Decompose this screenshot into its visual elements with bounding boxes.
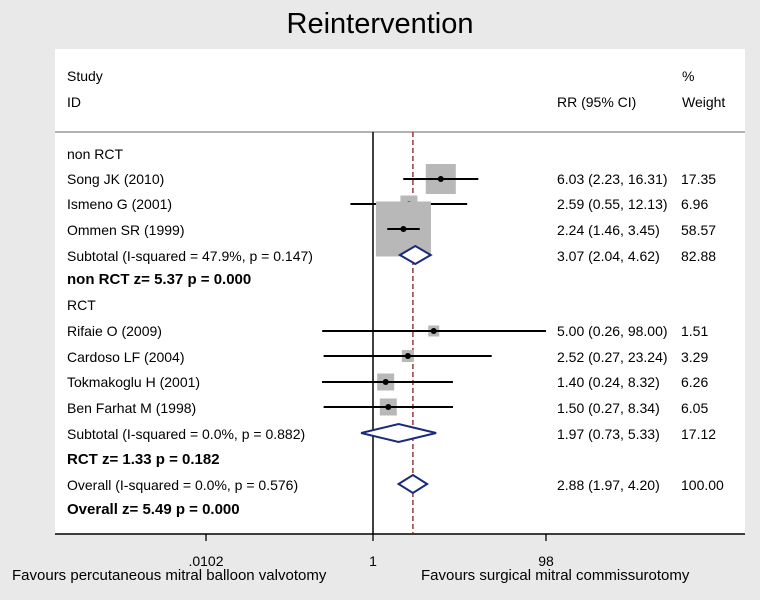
study-label: Tokmakoglu H (2001) [67, 374, 201, 390]
subtotal-ci: 1.97 (0.73, 5.33) [557, 426, 660, 442]
study-point [382, 379, 389, 385]
chart-title: Reintervention [286, 8, 474, 40]
subtotal-weight: 82.88 [681, 248, 717, 264]
subtotal-label: Subtotal (I-squared = 47.9%, p = 0.147) [67, 248, 313, 264]
study-weight: 6.05 [681, 400, 709, 416]
study-point [400, 226, 407, 232]
study-weight: 58.57 [681, 222, 717, 238]
study-ci: 6.03 (2.23, 16.31) [557, 171, 668, 187]
study-ci: 1.40 (0.24, 8.32) [557, 374, 660, 390]
group-z-text: non RCT z= 5.37 p = 0.000 [67, 271, 252, 288]
study-point [437, 176, 444, 182]
study-ci: 2.52 (0.27, 23.24) [557, 349, 668, 365]
study-weight: 6.26 [681, 374, 709, 390]
header-study: Study [67, 68, 103, 84]
overall-diamond [396, 473, 430, 495]
subtotal-weight: 17.12 [681, 426, 717, 442]
x-tick-label: 98 [538, 553, 554, 569]
overall-z-text: Overall z= 5.49 p = 0.000 [67, 501, 240, 518]
subtotal-ci: 3.07 (2.04, 4.62) [557, 248, 660, 264]
study-ci: 2.59 (0.55, 12.13) [557, 196, 668, 212]
header-rr: RR (95% CI) [557, 94, 637, 110]
subtotal-diamond [360, 422, 437, 444]
study-label: Ismeno G (2001) [67, 196, 173, 212]
subtotal-diamond [397, 244, 433, 266]
group-z-text: RCT z= 1.33 p = 0.182 [67, 451, 220, 468]
header-percent: % [682, 68, 695, 84]
x-tick-label: 1 [369, 553, 377, 569]
study-weight: 3.29 [681, 349, 709, 365]
header-id: ID [67, 94, 81, 110]
study-label: Ommen SR (1999) [67, 222, 185, 238]
study-ci: 1.50 (0.27, 8.34) [557, 400, 660, 416]
study-label: Song JK (2010) [67, 171, 165, 187]
x-tick-label: .0102 [188, 553, 223, 569]
subtotal-label: Subtotal (I-squared = 0.0%, p = 0.882) [67, 426, 306, 442]
xlabel-left: Favours percutaneous mitral balloon valv… [12, 567, 327, 584]
overall-label: Overall (I-squared = 0.0%, p = 0.576) [67, 477, 299, 493]
study-weight: 1.51 [681, 323, 709, 339]
study-label: Ben Farhat M (1998) [67, 400, 197, 416]
study-weight: 17.35 [681, 171, 717, 187]
xlabel-right: Favours surgical mitral commissurotomy [421, 567, 690, 584]
study-point [430, 328, 437, 334]
study-label: Rifaie O (2009) [67, 323, 162, 339]
group-label-nonrct: non RCT [67, 146, 124, 162]
study-ci: 2.24 (1.46, 3.45) [557, 222, 660, 238]
plot-panel [55, 49, 745, 534]
study-ci: 5.00 (0.26, 98.00) [557, 323, 668, 339]
study-label: Cardoso LF (2004) [67, 349, 185, 365]
study-point [404, 353, 411, 359]
overall-ci: 2.88 (1.97, 4.20) [557, 477, 660, 493]
study-point [385, 404, 392, 410]
header-weight: Weight [682, 94, 726, 110]
study-weight: 6.96 [681, 196, 709, 212]
overall-weight: 100.00 [681, 477, 724, 493]
group-label-rct: RCT [67, 297, 96, 313]
